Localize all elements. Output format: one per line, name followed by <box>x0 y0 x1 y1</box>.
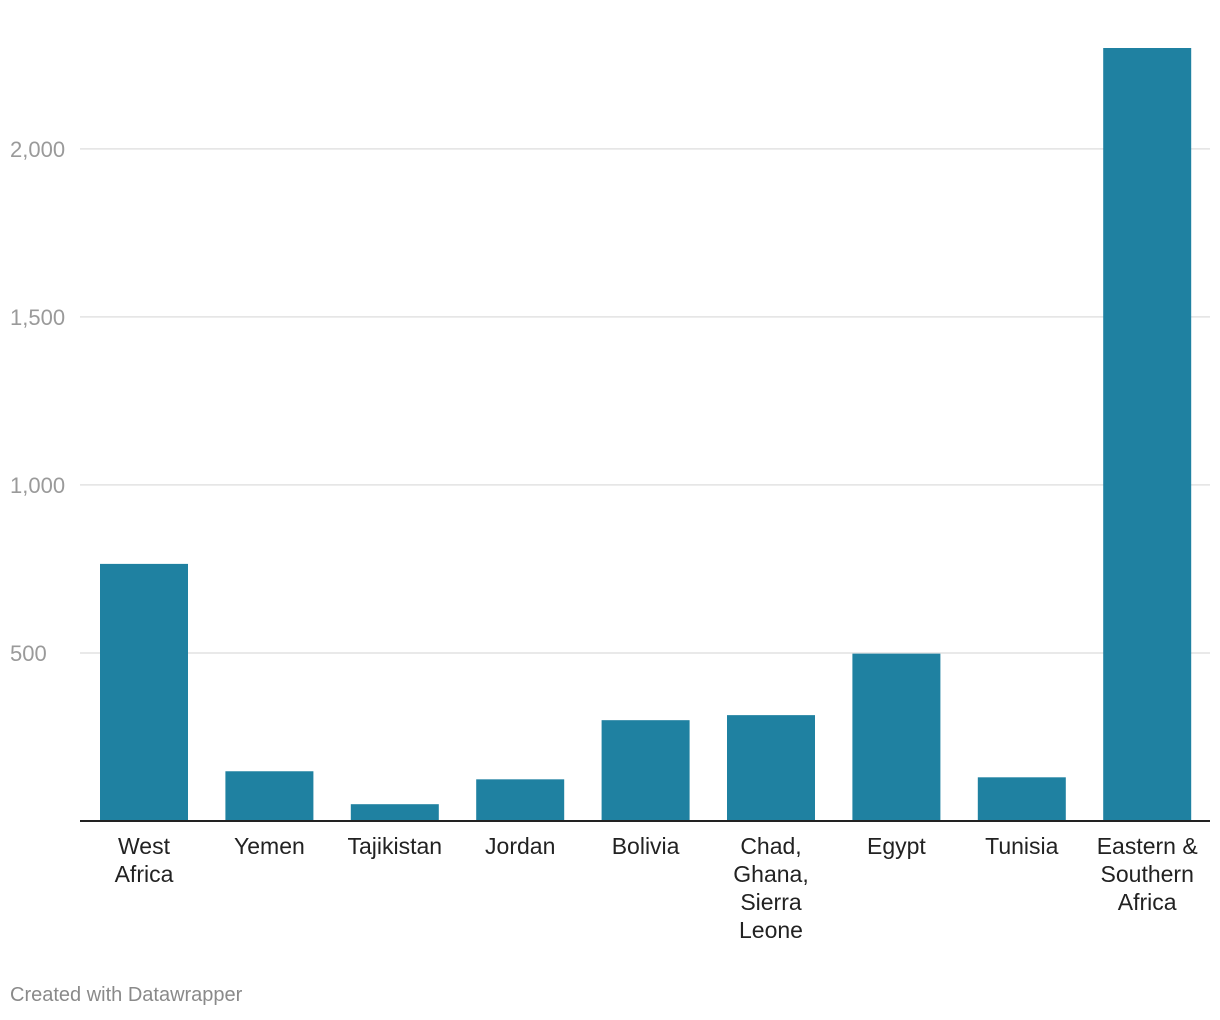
x-tick-label: Africa <box>1118 889 1177 915</box>
x-tick-label: Ghana, <box>733 861 808 887</box>
y-tick-label: 1,500 <box>10 305 65 330</box>
x-tick-label: Leone <box>739 917 803 943</box>
x-tick-label: Tunisia <box>985 833 1058 859</box>
bar <box>852 653 941 821</box>
x-tick-label: Chad, <box>740 833 801 859</box>
x-tick-label: Bolivia <box>612 833 680 859</box>
y-tick-label: 2,000 <box>10 137 65 162</box>
bar <box>1103 48 1192 821</box>
bar <box>350 804 439 821</box>
gridlines: 500 1,000 1,500 2,000 <box>10 137 1210 666</box>
x-tick-label: Sierra <box>740 889 802 915</box>
x-tick-label: Tajikistan <box>347 833 442 859</box>
x-tick-label: Yemen <box>234 833 305 859</box>
bar <box>100 563 188 821</box>
bar <box>476 779 565 821</box>
x-tick-label: Southern <box>1101 861 1194 887</box>
x-tick-label: West <box>118 833 171 859</box>
y-tick-label: 500 <box>10 641 47 666</box>
x-tick-label: Eastern & <box>1097 833 1198 859</box>
x-tick-label: Jordan <box>485 833 555 859</box>
bars <box>100 48 1192 821</box>
x-tick-label: Egypt <box>867 833 926 859</box>
bar <box>977 777 1066 821</box>
bar <box>225 771 314 821</box>
y-tick-label: 1,000 <box>10 473 65 498</box>
bar <box>601 720 690 821</box>
x-tick-label: Africa <box>115 861 174 887</box>
bar <box>727 715 815 821</box>
credit-text: Created with Datawrapper <box>10 984 243 1006</box>
